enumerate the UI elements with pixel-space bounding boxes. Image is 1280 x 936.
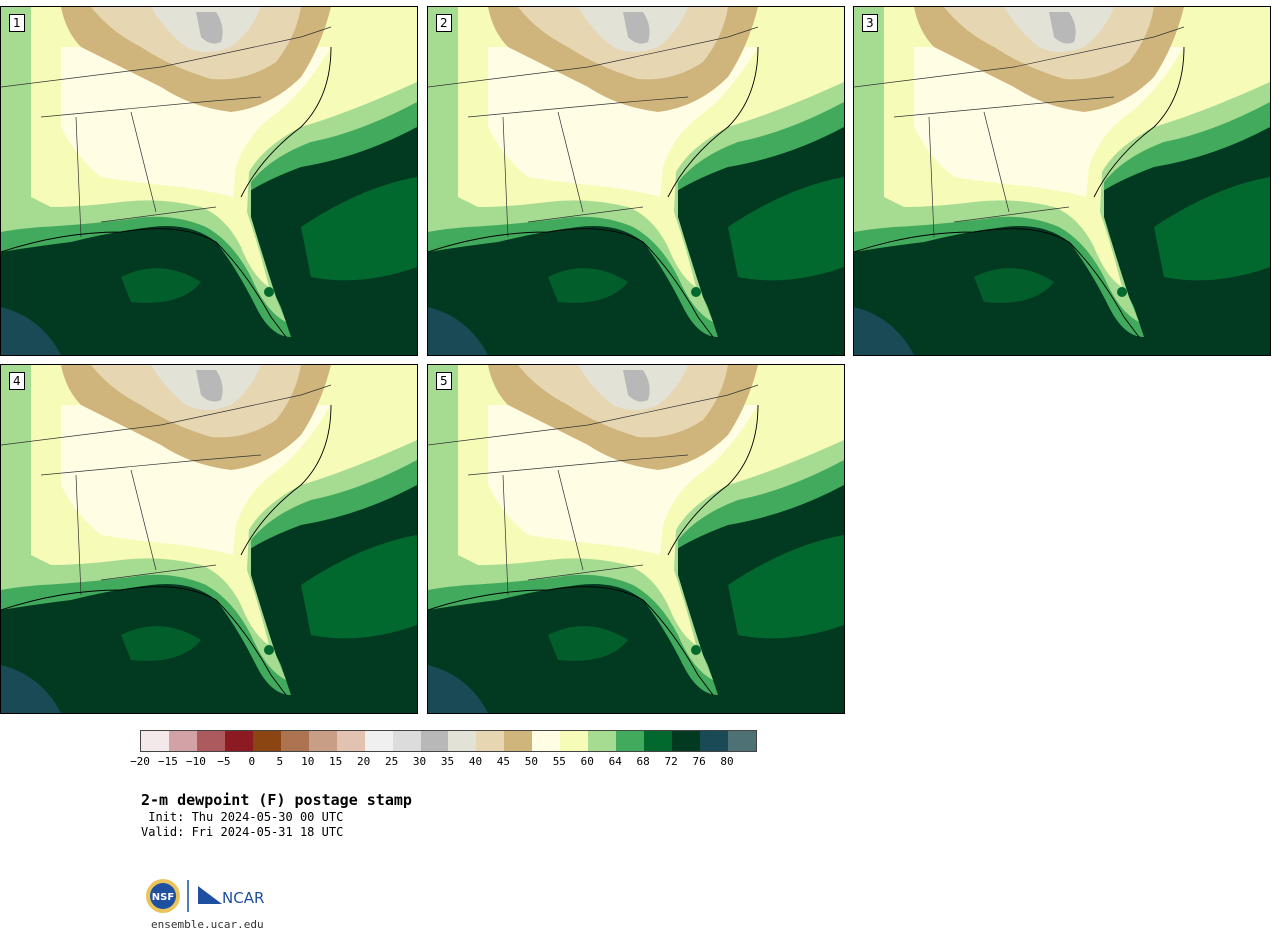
colorbar-swatch [308,731,337,751]
nsf-logo-text: NSF [152,892,174,903]
colorbar-tick-label: −20 [130,755,150,768]
colorbar-tick-label: 76 [692,755,706,768]
member-label: 4 [9,372,25,390]
nsf-ncar-logo: NSF NCAR [144,876,274,916]
member-label: 5 [436,372,452,390]
colorbar-tick-label: 10 [301,755,315,768]
colorbar-tick-label: 64 [608,755,622,768]
colorbar-swatch [700,731,729,751]
colorbar-swatch [280,731,309,751]
colorbar-swatch [168,731,197,751]
ncar-logo-text: NCAR [222,889,264,907]
dewpoint-map [428,365,844,713]
colorbar-tick-label: −5 [217,755,231,768]
colorbar-ticks: −20 −15 −10 −5 0 5 10 15 20 25 30 35 40 45 50 55 60 64 68 7… [130,755,755,769]
colorbar-swatch [448,731,477,751]
member-map-3: 3 [853,6,1271,356]
colorbar-tick-label: 20 [357,755,371,768]
colorbar-swatch [616,731,645,751]
member-label: 2 [436,14,452,32]
member-map-4: 4 [0,364,418,714]
colorbar-tick-label: 40 [468,755,483,768]
dewpoint-map [1,7,417,355]
colorbar-swatch [336,731,365,751]
colorbar-tick-label: −10 [185,755,206,768]
colorbar-tick-label: 25 [384,755,399,768]
site-url: ensemble.ucar.edu [151,918,264,931]
colorbar-tick-label: 0 [248,755,256,768]
colorbar-tick-label: 35 [440,755,455,768]
colorbar-tick-label: 60 [580,755,594,768]
valid-time: Valid: Fri 2024-05-31 18 UTC [141,825,344,839]
colorbar-tick-label: 55 [552,755,566,768]
colorbar-swatch [672,731,701,751]
colorbar-tick-label: −15 [158,755,178,768]
colorbar [140,730,757,752]
colorbar-swatch [728,731,756,751]
dewpoint-map [854,7,1270,355]
member-map-1: 1 [0,6,418,356]
member-map-2: 2 [427,6,845,356]
member-label: 3 [862,14,878,32]
colorbar-swatch [420,731,449,751]
plot-title: 2-m dewpoint (F) postage stamp [141,791,412,809]
init-time: Init: Thu 2024-05-30 00 UTC [141,810,344,824]
colorbar-swatch [588,731,617,751]
colorbar-swatch [392,731,421,751]
colorbar-swatch [532,731,561,751]
colorbar-tick-label: 68 [636,755,650,768]
colorbar-swatch [196,731,225,751]
dewpoint-map [1,365,417,713]
member-map-5: 5 [427,364,845,714]
colorbar-tick-label: 72 [664,755,678,768]
colorbar-tick-label: 30 [412,755,427,768]
colorbar-swatch [224,731,253,751]
colorbar-tick-label: 80 [720,755,734,768]
member-label: 1 [9,14,25,32]
dewpoint-map [428,7,844,355]
colorbar-tick-label: 45 [496,755,511,768]
colorbar-swatch [364,731,393,751]
colorbar-swatch [560,731,589,751]
colorbar-swatch [252,731,281,751]
colorbar-tick-label: 15 [329,755,343,768]
colorbar-swatch [504,731,533,751]
colorbar-swatch [476,731,505,751]
colorbar-tick-label: 5 [276,755,284,768]
colorbar-swatch [644,731,673,751]
colorbar-swatch [141,731,169,751]
colorbar-tick-label: 50 [524,755,538,768]
